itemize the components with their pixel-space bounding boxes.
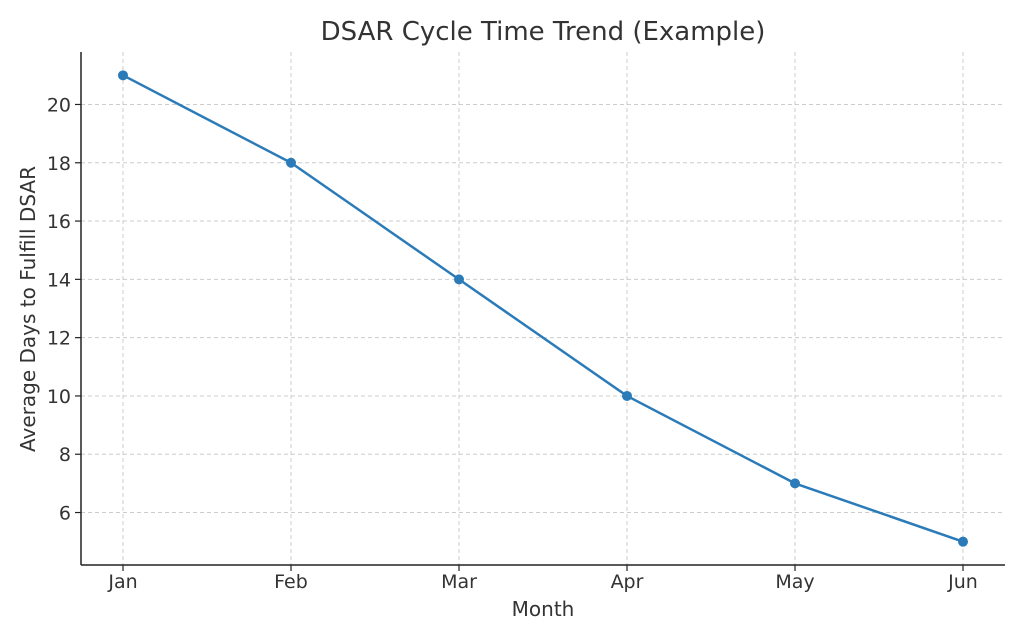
data-point-may <box>790 478 800 489</box>
data-point-apr <box>622 390 632 401</box>
y-tick-label: 10 <box>47 386 71 408</box>
x-tick-label: Jun <box>947 571 978 593</box>
series-layer <box>118 70 968 547</box>
y-tick-label: 18 <box>47 153 71 175</box>
data-point-jun <box>958 536 968 547</box>
y-tick-label: 14 <box>47 269 71 291</box>
data-point-feb <box>286 157 296 168</box>
data-point-jan <box>118 70 128 81</box>
y-tick-label: 6 <box>59 503 71 525</box>
y-tick-label: 12 <box>47 328 71 350</box>
grid-layer <box>81 52 1005 565</box>
x-tick-label: Feb <box>274 571 308 593</box>
y-tick-label: 20 <box>47 94 71 116</box>
axes-layer <box>80 52 1005 566</box>
ticks-layer: Jan Feb Mar Apr May Jun 6 8 10 12 14 16 18 20 <box>47 94 978 593</box>
x-tick-label: May <box>775 571 814 593</box>
y-tick-label: 8 <box>59 444 71 466</box>
x-axis-label: Month <box>512 597 575 621</box>
y-axis-label: Average Days to Fulfill DSAR <box>16 166 40 452</box>
x-tick-label: Mar <box>441 571 477 593</box>
x-tick-label: Jan <box>107 571 137 593</box>
chart-title: DSAR Cycle Time Trend (Example) <box>321 17 766 47</box>
series-line <box>121 74 965 543</box>
y-tick-label: 16 <box>47 211 71 233</box>
data-point-mar <box>454 274 464 285</box>
x-tick-label: Apr <box>611 571 644 593</box>
